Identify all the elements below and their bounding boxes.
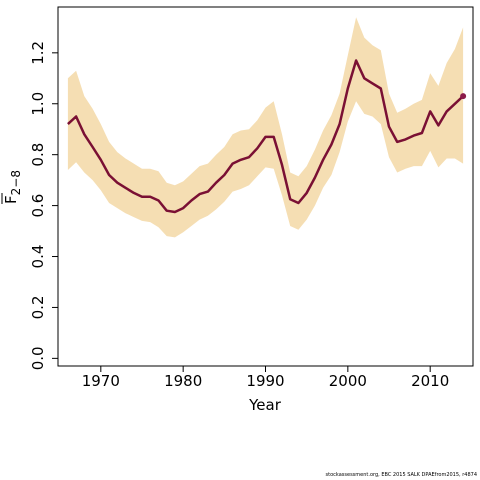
y-tick-label: 0.0: [29, 346, 47, 370]
series-line: [67, 59, 464, 214]
last-point-marker: [460, 93, 467, 100]
x-tick-label: 1990: [246, 372, 284, 390]
y-axis-label: F2−8: [1, 170, 23, 204]
svg-text:F2−8: F2−8: [2, 170, 23, 204]
x-tick-label: 1980: [164, 372, 202, 390]
x-tick-label: 2000: [329, 372, 367, 390]
y-tick-label: 0.2: [29, 296, 47, 320]
y-tick-label: 0.8: [29, 143, 47, 167]
y-axis-label-main: F: [2, 195, 20, 204]
y-axis-label-sub: 2−8: [9, 170, 23, 195]
axes-layer: 1970 1980 1990 2000 2010 0.0 0.2 0.4 0.6 0.8 1.0 1.…: [29, 41, 449, 390]
plot-layer: [67, 17, 467, 238]
x-tick-label: 2010: [411, 372, 449, 390]
x-axis-label: Year: [248, 396, 282, 414]
footer-credit: stockassessment.org, EBC 2015 SALK DPAEf…: [325, 472, 477, 478]
confidence-band: [67, 17, 464, 238]
y-tick-label: 0.4: [29, 245, 47, 269]
y-tick-label: 1.0: [29, 92, 47, 116]
x-tick-label: 1970: [82, 372, 120, 390]
y-tick-label: 1.2: [29, 41, 47, 65]
y-tick-label: 0.6: [29, 194, 47, 218]
